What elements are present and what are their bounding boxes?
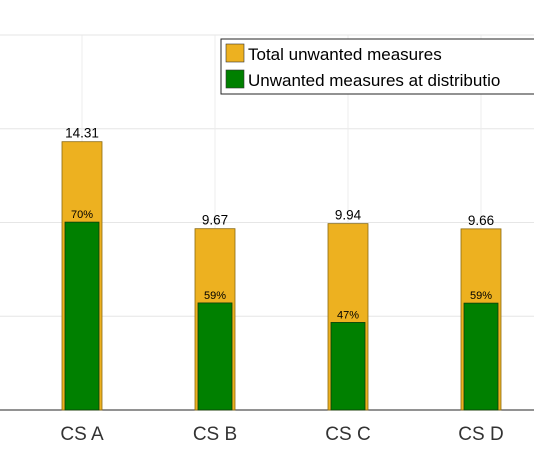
data-labels: 14.31 70% 9.67 59% 9.94 47% 9.66 59%: [65, 126, 494, 322]
percent-label: 59%: [470, 290, 492, 302]
x-tick-label: CS A: [60, 424, 104, 445]
legend-swatch-distribution: [225, 69, 245, 89]
value-label: 9.67: [202, 213, 228, 228]
bar-distribution: [463, 302, 499, 411]
x-tick-label: CS D: [458, 424, 503, 445]
x-tick-label: CS B: [193, 424, 237, 445]
bar-distribution: [64, 221, 100, 411]
percent-label: 59%: [204, 290, 226, 302]
legend-label-distribution: Unwanted measures at distributio: [248, 71, 500, 90]
percent-label: 70%: [71, 209, 93, 221]
percent-label: 47%: [337, 309, 359, 321]
legend-swatch-total: [225, 43, 245, 63]
legend-label-total: Total unwanted measures: [248, 45, 442, 64]
value-label: 14.31: [65, 126, 99, 141]
bars: [61, 141, 502, 411]
legend-box: [220, 38, 534, 95]
bar-distribution: [197, 302, 233, 411]
legend: Total unwanted measures Unwanted measure…: [220, 38, 534, 95]
value-label: 9.94: [335, 208, 362, 223]
x-tick-label: CS C: [325, 424, 370, 445]
x-tick-labels: CS A CS B CS C CS D: [60, 424, 503, 445]
value-label: 9.66: [468, 213, 494, 228]
bar-distribution: [330, 322, 366, 411]
